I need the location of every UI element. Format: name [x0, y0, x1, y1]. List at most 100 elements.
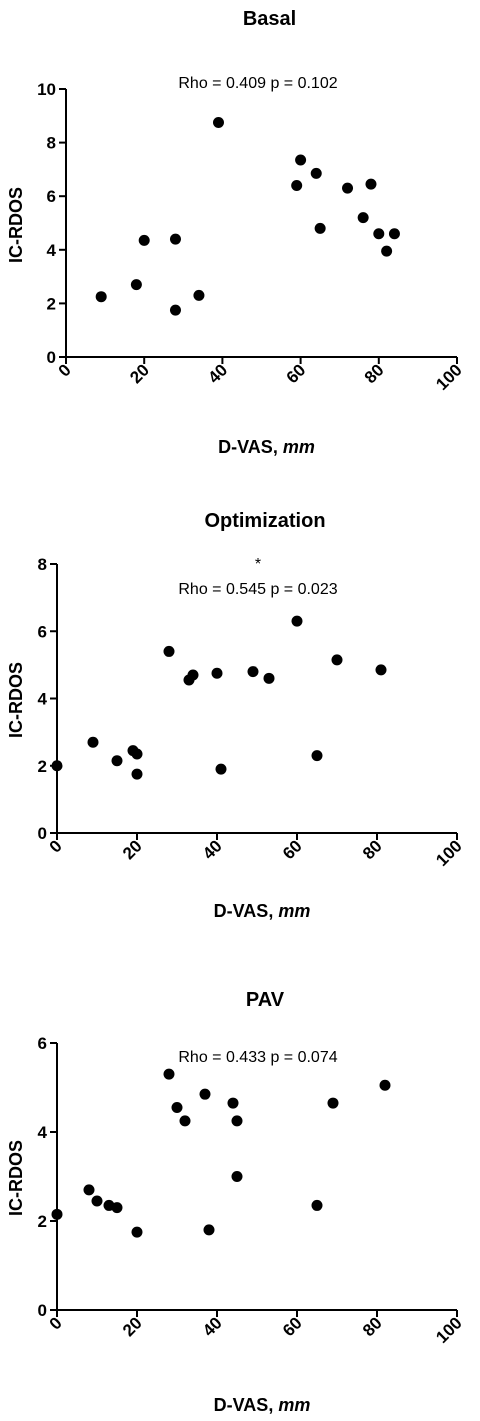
y-tick-label: 2 [38, 1212, 47, 1231]
x-axis-label-separator: , [268, 901, 278, 921]
x-tick-label: 100 [432, 836, 465, 869]
correlation-annotation: Rho = 0.409 p = 0.102 [178, 75, 337, 92]
data-point [163, 645, 175, 657]
data-point [131, 1226, 143, 1238]
data-point [199, 1088, 211, 1100]
data-point [169, 304, 181, 316]
y-tick-label: 4 [38, 690, 48, 709]
x-axis-label: D-VAS, mm [214, 1395, 311, 1415]
x-tick-label: 100 [432, 360, 465, 393]
pav-panel: PAV Rho = 0.433 p = 0.074 IC-RDOS D-VAS,… [6, 989, 466, 1415]
chart-title: Basal [243, 8, 296, 30]
chart-title: PAV [246, 989, 285, 1011]
x-tick-label: 40 [204, 360, 231, 387]
data-point [51, 1208, 63, 1220]
data-point [357, 212, 369, 224]
data-point [291, 615, 303, 627]
x-tick-label: 40 [199, 836, 226, 863]
y-tick-label: 6 [38, 622, 47, 641]
y-tick-label: 0 [38, 824, 47, 843]
data-point [379, 1079, 391, 1091]
data-point [131, 748, 143, 760]
x-axis-label-separator: , [268, 1395, 278, 1415]
data-point [111, 755, 123, 767]
chart-title: Optimization [204, 510, 325, 532]
x-tick-label: 40 [199, 1313, 226, 1340]
y-tick-label: 0 [47, 348, 56, 367]
data-point [263, 672, 275, 684]
data-point [193, 289, 205, 301]
x-axis-label-unit: mm [278, 1395, 310, 1415]
x-tick-label: 0 [55, 360, 75, 380]
data-point [187, 669, 199, 681]
data-point [87, 736, 99, 748]
significance-mark: * [255, 556, 261, 573]
x-tick-label: 80 [359, 1313, 386, 1340]
x-tick-label: 100 [432, 1313, 465, 1346]
x-tick-label: 60 [279, 1313, 306, 1340]
y-axis-label: IC-RDOS [6, 1140, 26, 1216]
data-point [215, 763, 227, 775]
x-axis-label-variable: D-VAS [218, 437, 273, 457]
x-tick-label: 60 [279, 836, 306, 863]
data-point [311, 750, 323, 762]
data-point [365, 178, 377, 190]
x-axis-label-variable: D-VAS [214, 901, 269, 921]
x-tick-label: 0 [46, 1313, 66, 1333]
data-point [295, 154, 307, 166]
data-point [311, 1199, 323, 1211]
data-point [231, 1115, 243, 1127]
data-point [111, 1202, 123, 1214]
basal-panel: Basal Rho = 0.409 p = 0.102 IC-RDOS D-VA… [6, 8, 466, 457]
y-tick-label: 2 [38, 757, 47, 776]
data-point [331, 654, 343, 666]
data-point [373, 228, 385, 240]
data-point [375, 664, 387, 676]
correlation-annotation: Rho = 0.433 p = 0.074 [178, 1049, 337, 1066]
y-tick-label: 0 [38, 1301, 47, 1320]
y-tick-label: 8 [38, 555, 47, 574]
x-tick-label: 20 [126, 360, 153, 387]
data-point [291, 179, 303, 191]
x-tick-label: 20 [119, 1313, 146, 1340]
data-point [163, 1068, 175, 1080]
y-tick-label: 2 [47, 294, 56, 313]
x-axis-label: D-VAS, mm [214, 901, 311, 921]
data-point [212, 117, 224, 128]
data-point [171, 1102, 183, 1114]
x-tick-label: 80 [361, 360, 388, 387]
y-tick-label: 6 [47, 187, 56, 206]
data-point [51, 760, 63, 772]
data-point [310, 167, 322, 179]
optimization-panel: Optimization * Rho = 0.545 p = 0.023 IC-… [6, 510, 466, 921]
data-point [327, 1097, 339, 1109]
x-tick-label: 20 [119, 836, 146, 863]
y-axis-label: IC-RDOS [6, 662, 26, 738]
data-point [211, 667, 223, 679]
correlation-annotation: Rho = 0.545 p = 0.023 [178, 581, 337, 598]
y-tick-label: 8 [47, 134, 56, 153]
y-tick-label: 10 [37, 80, 56, 99]
data-point [227, 1097, 239, 1109]
data-point [91, 1195, 103, 1207]
x-tick-label: 0 [46, 836, 66, 856]
x-axis-label-separator: , [273, 437, 283, 457]
data-point [169, 233, 181, 245]
x-tick-label: 60 [283, 360, 310, 387]
data-point [203, 1224, 215, 1236]
data-point [138, 234, 150, 246]
y-axis-label: IC-RDOS [6, 187, 26, 263]
y-tick-label: 6 [38, 1034, 47, 1053]
data-point [388, 228, 400, 240]
data-point [247, 666, 259, 678]
y-tick-label: 4 [38, 1123, 48, 1142]
data-point [342, 182, 354, 194]
data-point [314, 222, 326, 234]
data-point [231, 1171, 243, 1182]
x-axis-label-unit: mm [283, 437, 315, 457]
y-tick-label: 4 [47, 241, 57, 260]
x-tick-label: 80 [359, 836, 386, 863]
data-point [95, 291, 107, 303]
data-point [179, 1115, 191, 1127]
